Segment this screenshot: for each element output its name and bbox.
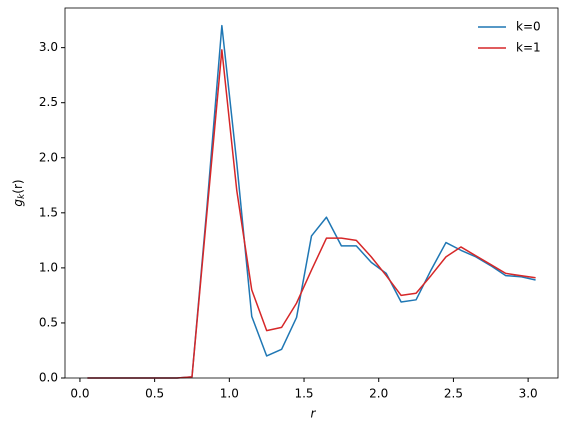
x-tick-label: 2.5 (444, 387, 463, 401)
x-tick-label: 2.0 (369, 387, 388, 401)
x-tick-label: 1.0 (220, 387, 239, 401)
x-tick-label: 0.5 (145, 387, 164, 401)
x-tick-label: 1.5 (294, 387, 313, 401)
y-tick-label: 1.5 (39, 205, 58, 219)
plot-frame (64, 7, 559, 379)
x-tick-label: 3.0 (519, 387, 538, 401)
y-tick-label: 2.5 (39, 95, 58, 109)
y-tick-label: 0.0 (39, 371, 58, 385)
y-axis-label: gk(r) (11, 179, 27, 206)
x-axis-label: r (311, 407, 317, 421)
x-tick-label: 0.0 (70, 387, 89, 401)
y-axis-label-tail: (r) (11, 179, 25, 193)
series-line (87, 24, 536, 379)
legend-label: k=1 (516, 41, 541, 55)
y-axis-label-main: g (11, 199, 25, 207)
y-axis-label-sub: k (17, 193, 27, 199)
y-tick-label: 1.0 (39, 260, 58, 274)
y-tick-label: 2.0 (39, 150, 58, 164)
y-tick-label: 3.0 (39, 40, 58, 54)
series-line (87, 49, 536, 379)
y-tick-label: 0.5 (39, 315, 58, 329)
legend-label: k=0 (516, 20, 541, 34)
